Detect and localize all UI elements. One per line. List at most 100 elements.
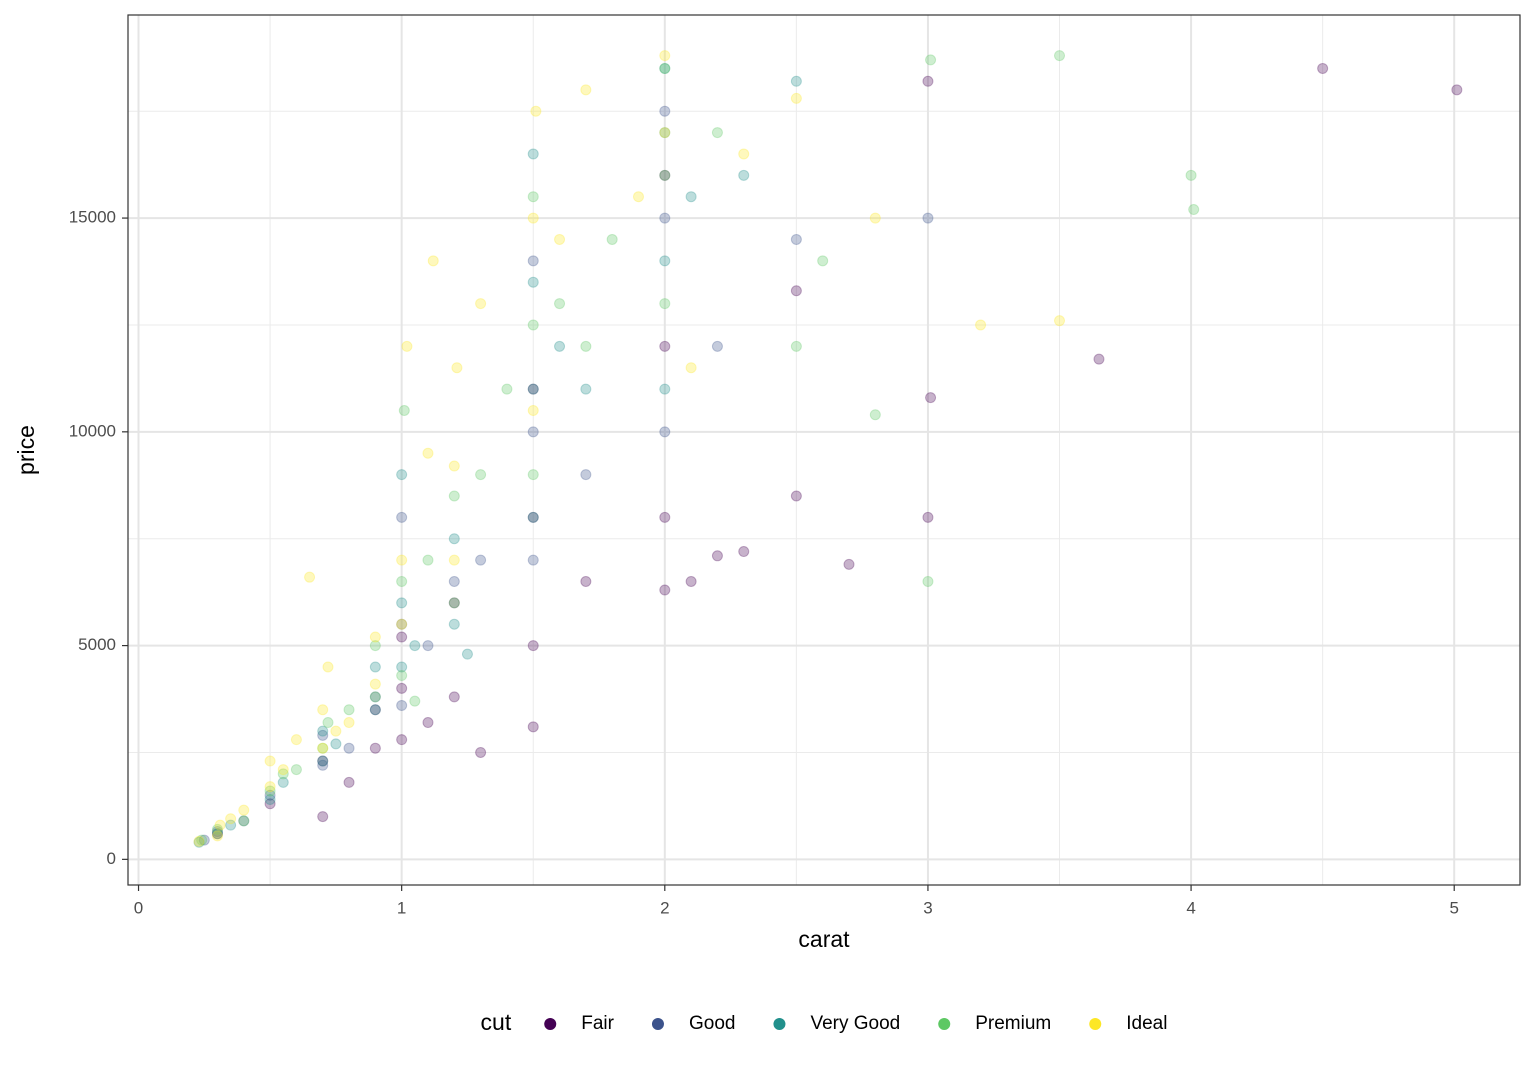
point xyxy=(1054,50,1066,62)
point xyxy=(198,834,210,846)
point xyxy=(790,92,802,104)
point xyxy=(738,546,750,558)
point xyxy=(527,469,539,481)
point xyxy=(317,729,329,741)
point xyxy=(659,127,671,139)
point xyxy=(330,725,342,737)
point xyxy=(527,426,539,438)
legend-label: Good xyxy=(689,1013,735,1034)
point xyxy=(527,276,539,288)
point xyxy=(1093,353,1105,365)
point xyxy=(196,834,208,846)
point xyxy=(317,755,329,767)
point xyxy=(475,469,487,481)
point xyxy=(659,169,671,181)
point xyxy=(211,828,223,840)
point xyxy=(580,383,592,395)
legend: cut Fair Good Very Good Premium Ideal xyxy=(481,1009,1168,1035)
point xyxy=(277,764,289,776)
point xyxy=(580,84,592,96)
point xyxy=(211,828,223,840)
point xyxy=(422,554,434,566)
point xyxy=(330,738,342,750)
point xyxy=(396,682,408,694)
point xyxy=(422,447,434,459)
x-tick-label: 3 xyxy=(923,898,932,917)
point xyxy=(396,661,408,673)
point xyxy=(738,169,750,181)
point xyxy=(277,776,289,788)
point xyxy=(264,781,276,793)
legend-label: Premium xyxy=(975,1013,1051,1034)
x-tick-label: 0 xyxy=(134,898,143,917)
point xyxy=(211,823,223,835)
point xyxy=(214,819,226,831)
point xyxy=(922,511,934,523)
point xyxy=(530,105,542,117)
point xyxy=(790,75,802,87)
point xyxy=(369,691,381,703)
point xyxy=(711,127,723,139)
point xyxy=(448,490,460,502)
point xyxy=(317,742,329,754)
point xyxy=(527,383,539,395)
point xyxy=(554,298,566,310)
point xyxy=(685,362,697,374)
point xyxy=(396,511,408,523)
point xyxy=(264,798,276,810)
point xyxy=(606,233,618,245)
point xyxy=(659,298,671,310)
point xyxy=(401,340,413,352)
point xyxy=(922,75,934,87)
point xyxy=(685,575,697,587)
y-tick-label: 15000 xyxy=(69,208,116,227)
point xyxy=(659,50,671,62)
point xyxy=(264,755,276,767)
point xyxy=(369,661,381,673)
point xyxy=(343,717,355,729)
point xyxy=(317,704,329,716)
legend-key xyxy=(773,1018,786,1030)
point xyxy=(790,233,802,245)
point xyxy=(527,148,539,160)
point xyxy=(501,383,513,395)
point xyxy=(659,584,671,596)
point xyxy=(711,340,723,352)
point xyxy=(343,704,355,716)
point xyxy=(396,631,408,643)
point xyxy=(925,54,937,66)
point xyxy=(317,725,329,737)
point xyxy=(475,298,487,310)
point xyxy=(317,811,329,823)
point xyxy=(869,212,881,224)
point xyxy=(527,404,539,416)
point xyxy=(527,319,539,331)
y-tick-label: 5000 xyxy=(78,635,116,654)
point xyxy=(451,362,463,374)
point xyxy=(659,255,671,267)
point xyxy=(264,789,276,801)
point xyxy=(343,776,355,788)
point xyxy=(396,618,408,630)
point xyxy=(711,550,723,562)
point xyxy=(211,830,223,842)
point xyxy=(369,631,381,643)
point xyxy=(448,460,460,472)
x-tick-label: 4 xyxy=(1186,898,1195,917)
point xyxy=(843,558,855,570)
x-tick-label: 1 xyxy=(397,898,406,917)
point xyxy=(659,62,671,74)
x-axis-title: carat xyxy=(798,926,850,952)
point xyxy=(1054,315,1066,327)
point xyxy=(527,255,539,267)
point xyxy=(369,678,381,690)
point xyxy=(922,212,934,224)
point xyxy=(225,819,237,831)
point xyxy=(580,340,592,352)
point xyxy=(369,704,381,716)
point xyxy=(290,734,302,746)
point xyxy=(409,640,421,652)
legend-key xyxy=(938,1018,951,1030)
